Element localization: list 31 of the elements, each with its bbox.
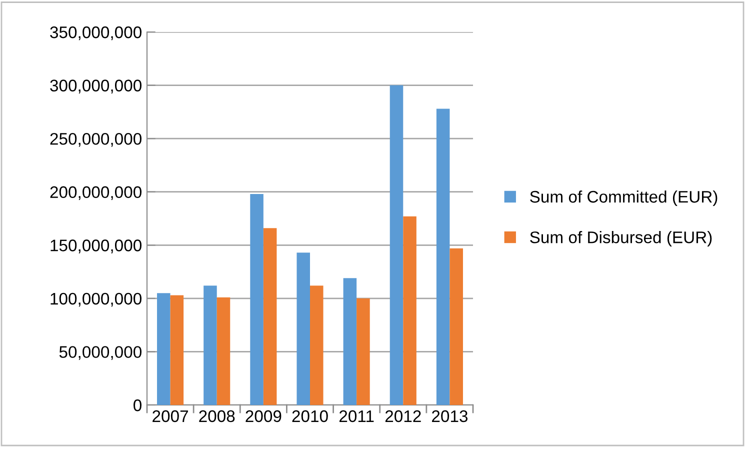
x-tick-label: 2010: [292, 410, 328, 422]
y-tick-label: 200,000,000: [50, 186, 142, 200]
y-tick-label: 0: [134, 399, 142, 412]
y-tick-label: 50,000,000: [59, 346, 142, 360]
y-tick-label: 150,000,000: [50, 240, 142, 254]
bar: [436, 108, 450, 405]
bar: [204, 286, 217, 405]
bar: [343, 278, 357, 405]
bar: [356, 298, 370, 405]
x-tick-label: 2008: [199, 410, 235, 422]
bar: [263, 228, 277, 405]
bar: [310, 286, 324, 405]
y-tick-label: 100,000,000: [50, 292, 142, 307]
bar: [170, 295, 184, 405]
bar: [390, 85, 404, 405]
bar: [450, 248, 463, 405]
x-tick-label: 2007: [152, 410, 188, 422]
bar: [403, 216, 416, 405]
x-tick-label: 2011: [339, 410, 374, 422]
x-tick-label: 2012: [385, 410, 421, 422]
legend-label: Sum of Committed (EUR): [530, 190, 718, 206]
y-tick-label: 350,000,000: [50, 26, 142, 40]
legend-label: Sum of Disbursed (EUR): [530, 231, 712, 247]
x-tick-label: 2013: [432, 410, 468, 422]
bar: [157, 293, 170, 405]
bar: [250, 194, 264, 405]
y-tick-label: 250,000,000: [50, 132, 142, 147]
y-tick-label: 300,000,000: [50, 80, 142, 94]
bar: [296, 252, 310, 405]
bar: [216, 297, 230, 405]
x-tick-label: 2009: [246, 410, 282, 422]
